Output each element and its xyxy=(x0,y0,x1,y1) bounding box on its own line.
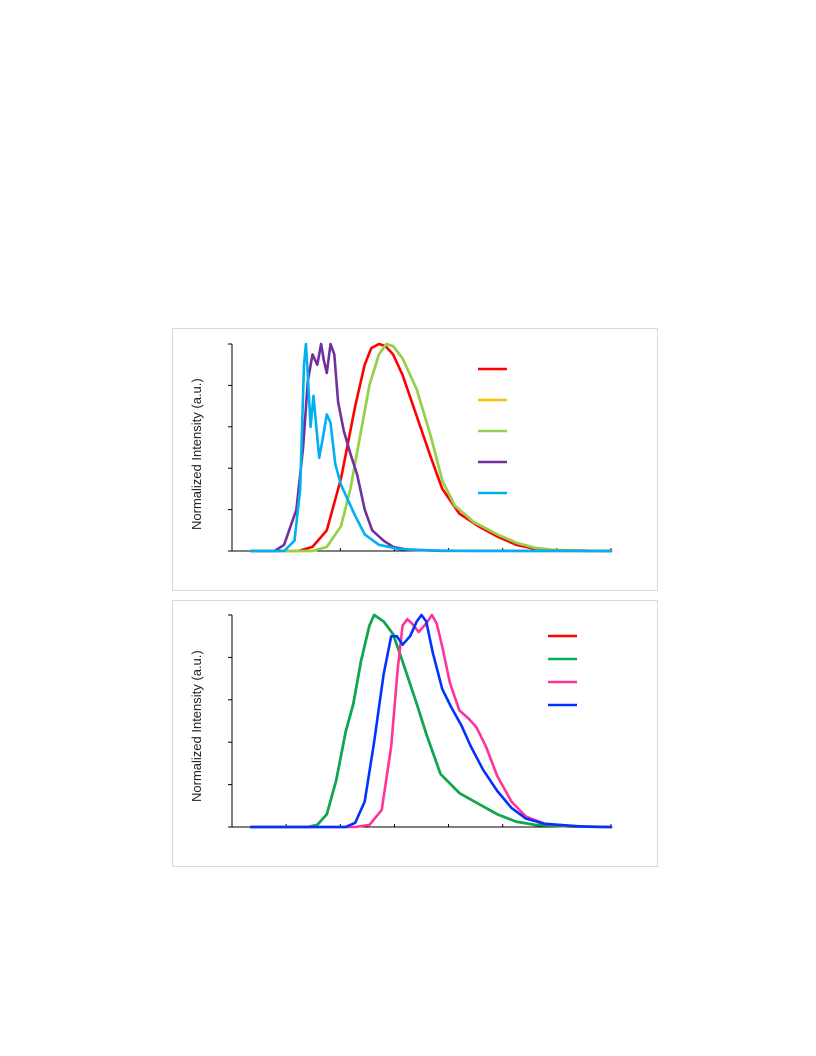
chart-top xyxy=(228,342,613,553)
series-line-3 xyxy=(249,613,613,829)
series-line-5 xyxy=(249,342,613,553)
chart-panel-bottom: Normalized Intensity (a.u.) xyxy=(172,600,658,867)
series-line-4 xyxy=(249,342,613,553)
series-line-2 xyxy=(249,613,613,829)
chart-bottom xyxy=(228,613,613,829)
chart-panel-top: Normalized Intensity (a.u.) xyxy=(172,328,658,591)
series-line-4 xyxy=(249,613,613,829)
series-line-2 xyxy=(249,342,613,553)
series-line-1 xyxy=(249,342,613,553)
series-line-3 xyxy=(249,342,613,553)
